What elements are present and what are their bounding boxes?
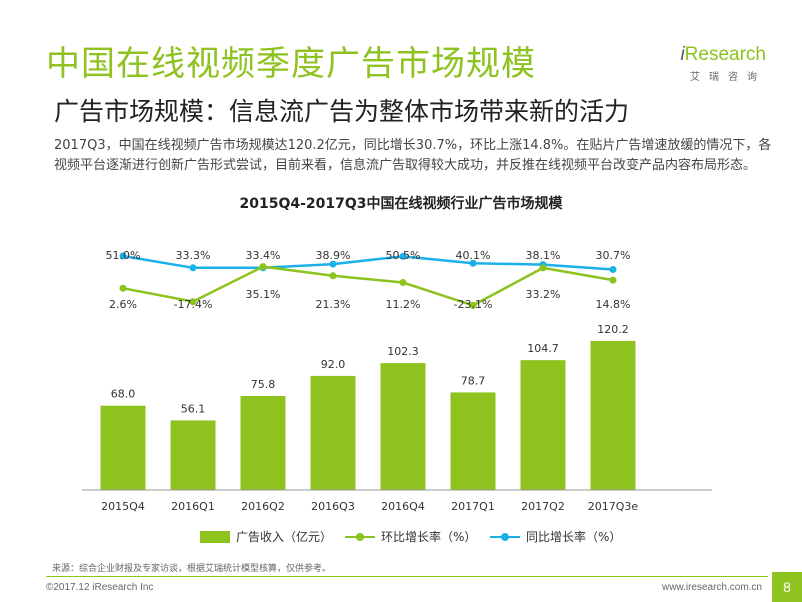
bar [310, 375, 356, 490]
chart: 2015Q4-2017Q3中国在线视频行业广告市场规模 68.0 56.1 75.8… [82, 195, 712, 513]
x-tick-label: 2017Q2 [521, 500, 565, 513]
yoy-point [189, 264, 197, 272]
yoy-data-label: 40.1% [456, 249, 491, 262]
legend-item-revenue: 广告收入（亿元） [200, 528, 332, 545]
bar [450, 392, 496, 490]
bar-value-label: 56.1 [181, 402, 206, 415]
qoq-point [189, 298, 197, 306]
yoy-point [399, 252, 407, 260]
x-tick-label: 2016Q1 [171, 500, 215, 513]
x-tick-label: 2016Q3 [311, 500, 355, 513]
website-link: www.iresearch.com.cn [661, 582, 762, 593]
qoq-line [122, 265, 614, 307]
x-tick-label: 2016Q2 [241, 500, 285, 513]
legend-bar-swatch [200, 530, 230, 543]
x-tick-label: 2017Q1 [451, 500, 495, 513]
bar [240, 396, 286, 490]
qoq-data-label: -23.1% [454, 298, 493, 311]
yoy-point [469, 259, 477, 267]
yoy-point [329, 260, 337, 268]
qoq-point [329, 272, 337, 280]
qoq-point [469, 301, 477, 309]
legend-label: 同比增长率（%） [526, 530, 622, 544]
qoq-data-label: 21.3% [316, 298, 351, 311]
page-subtitle: 广告市场规模：信息流广告为整体市场带来新的活力 [54, 97, 630, 126]
legend-line-swatch [490, 531, 520, 543]
bar [590, 340, 636, 490]
summary-text: 2017Q3，中国在线视频广告市场规模达120.2亿元，同比增长30.7%，环比… [54, 138, 772, 173]
yoy-data-label: 30.7% [596, 249, 631, 262]
legend-label: 广告收入（亿元） [236, 530, 333, 544]
footer-divider [46, 576, 768, 577]
bar-value-label: 78.7 [461, 374, 486, 387]
bar-value-label: 102.3 [387, 345, 419, 358]
bar [100, 405, 146, 490]
line-series: 51.0% 33.3% 33.4% 38.9% 50.5% 40.1% 38.1% 30.7%… [106, 249, 631, 311]
yoy-data-label: 38.1% [526, 249, 561, 262]
legend-label: 环比增长率（%） [381, 530, 477, 544]
yoy-point [609, 266, 617, 274]
qoq-data-label: 2.6% [109, 298, 137, 311]
bar-series: 68.0 56.1 75.8 92.0 102.3 78.7 104.7 120.2 [100, 323, 636, 490]
yoy-data-label: 38.9% [316, 249, 351, 262]
bar-value-label: 75.8 [251, 378, 276, 391]
page-number: 8 [772, 572, 802, 602]
copyright: ©2017.12 iResearch Inc [46, 582, 154, 593]
qoq-data-label: 33.2% [526, 288, 561, 301]
bar-value-label: 120.2 [597, 323, 629, 336]
legend-item-yoy: 同比增长率（%） [490, 528, 621, 545]
yoy-data-label: 51.0% [106, 249, 141, 262]
yoy-data-label: 33.4% [246, 249, 281, 262]
bar-value-label: 68.0 [111, 388, 136, 401]
bar [520, 360, 566, 490]
x-tick-label: 2016Q4 [381, 500, 425, 513]
qoq-point [539, 264, 547, 272]
x-tick-label: 2015Q4 [101, 500, 145, 513]
bar-value-label: 92.0 [321, 358, 346, 371]
x-axis: 2015Q4 2016Q1 2016Q2 2016Q3 2016Q4 2017Q1 2017… [82, 489, 712, 513]
yoy-data-label: 33.3% [176, 249, 211, 262]
qoq-data-label: 11.2% [386, 298, 421, 311]
yoy-point [119, 252, 127, 260]
qoq-data-label: 14.8% [596, 298, 631, 311]
qoq-data-label: 35.1% [246, 288, 281, 301]
legend-line-swatch [345, 531, 375, 543]
chart-title: 2015Q4-2017Q3中国在线视频行业广告市场规模 [239, 195, 563, 212]
bar [170, 420, 216, 490]
iresearch-logo: iResearch 艾瑞咨询 [680, 44, 766, 83]
yoy-data-label: 50.5% [386, 249, 421, 262]
qoq-data-label: -17.4% [174, 298, 213, 311]
bar-value-label: 104.7 [527, 342, 559, 355]
bar [380, 363, 426, 490]
page-title: 中国在线视频季度广告市场规模 [46, 44, 536, 84]
qoq-point [119, 284, 127, 292]
qoq-point [609, 276, 617, 284]
x-tick-label: 2017Q3e [588, 500, 639, 513]
legend-item-qoq: 环比增长率（%） [345, 528, 476, 545]
qoq-point [399, 279, 407, 287]
source-note: 来源：综合企业财报及专家访谈，根据艾瑞统计模型核算，仅供参考。 [52, 564, 332, 574]
qoq-point [259, 263, 267, 271]
yoy-line [122, 254, 614, 271]
